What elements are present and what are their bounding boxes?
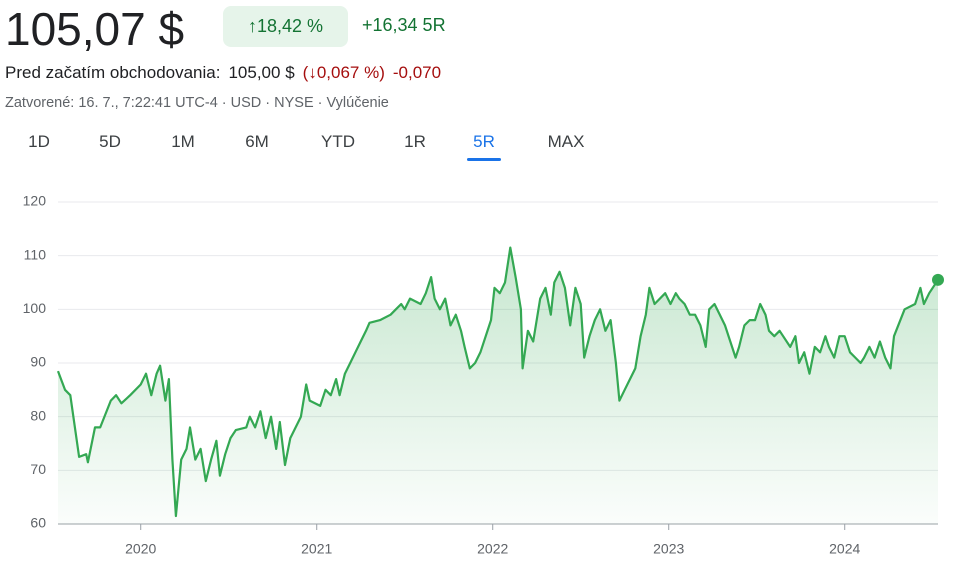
- range-tab[interactable]: 5D: [99, 132, 121, 151]
- range-tab[interactable]: 1M: [171, 132, 195, 151]
- x-tick-label: 2020: [125, 541, 156, 557]
- x-tick-label: 2021: [301, 541, 332, 557]
- y-tick-label: 70: [30, 461, 46, 477]
- x-tick-label: 2024: [829, 541, 860, 557]
- range-tab[interactable]: MAX: [547, 132, 585, 151]
- premarket-label: Pred začatím obchodovania:: [5, 63, 221, 82]
- premarket-change: -0,070: [392, 63, 442, 82]
- range-tab[interactable]: YTD: [321, 132, 355, 151]
- y-tick-label: 110: [24, 246, 47, 262]
- y-tick-label: 100: [23, 300, 47, 316]
- range-tab[interactable]: 6M: [245, 132, 269, 151]
- area: [58, 247, 938, 524]
- premarket-pct: (↓0,067 %): [302, 63, 385, 82]
- change-badge: ↑18,42 %: [223, 6, 348, 47]
- status: Zatvorené: 16. 7., 7:22:41 UTC-4 · USD ·…: [5, 95, 389, 111]
- last-point: [932, 273, 944, 286]
- y-tick-label: 60: [30, 515, 46, 531]
- x-tick-label: 2022: [477, 541, 508, 557]
- y-tick-label: 120: [23, 193, 47, 209]
- premarket: Pred začatím obchodovania: 105,00 $ (↓0,06…: [5, 63, 449, 83]
- price: 105,07 $: [5, 3, 185, 55]
- y-tick-label: 90: [30, 354, 46, 370]
- tab-underline: [467, 158, 501, 161]
- range-tab[interactable]: 1D: [28, 132, 50, 151]
- range-tab[interactable]: 5R: [473, 132, 495, 151]
- price-line: [56, 246, 939, 518]
- range-tab[interactable]: 1R: [404, 132, 426, 151]
- y-tick-label: 80: [30, 407, 46, 423]
- premarket-price: 105,00 $: [228, 63, 295, 82]
- change: +16,34 5R: [362, 15, 446, 35]
- x-tick-label: 2023: [653, 541, 684, 557]
